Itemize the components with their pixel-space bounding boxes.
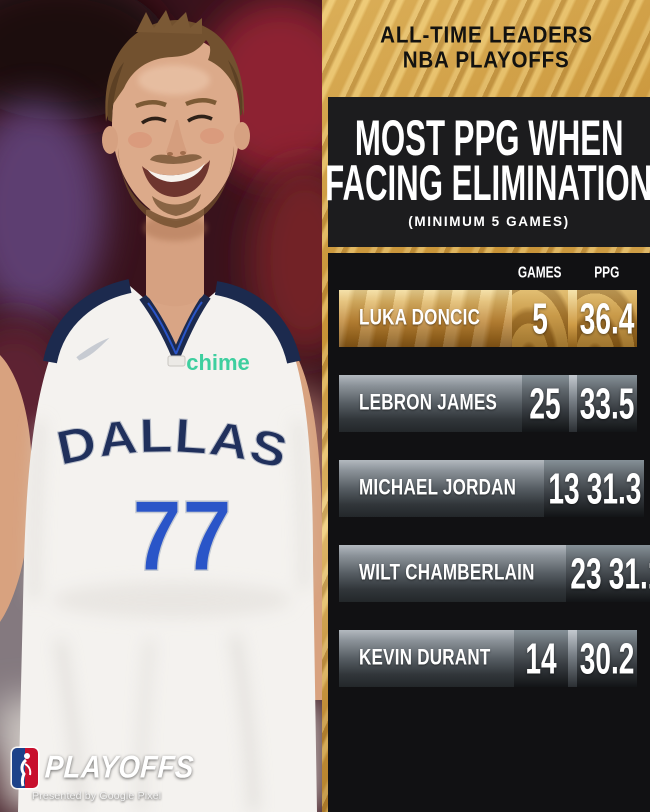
nose bbox=[166, 120, 187, 158]
hair bbox=[105, 10, 245, 122]
eyebrow-left bbox=[135, 100, 167, 109]
title-line1: MOST PPG WHEN bbox=[354, 111, 624, 167]
title-line2: FACING ELIMINATION bbox=[325, 156, 650, 212]
player-name-cell: LEBRON JAMES bbox=[339, 375, 522, 432]
ppg-value-cell: 36.4 bbox=[577, 290, 637, 347]
games-value-cell: 25 bbox=[521, 375, 570, 432]
player-name-cell: LUKA DONCIC bbox=[339, 290, 512, 347]
games-value: 13 bbox=[548, 463, 580, 513]
eyebrow-right bbox=[185, 98, 217, 107]
player-name: WILT CHAMBERLAIN bbox=[359, 560, 535, 586]
cell-divider bbox=[568, 290, 577, 347]
player-head bbox=[102, 10, 250, 307]
player-name: LUKA DONCIC bbox=[359, 305, 481, 331]
ppg-value-cell: 31.3 bbox=[584, 460, 644, 517]
eye-right bbox=[187, 114, 213, 123]
player-name: LEBRON JAMES bbox=[359, 390, 498, 416]
player-illustration: chime DALLAS 77 bbox=[0, 0, 322, 812]
games-value-cell: 13 bbox=[543, 460, 584, 517]
jersey-number: 77 bbox=[132, 480, 232, 592]
smile bbox=[142, 160, 210, 197]
stats-panel: ALL-TIME LEADERS NBA PLAYOFFS MOST PPG W… bbox=[322, 0, 650, 812]
nike-swoosh-icon bbox=[76, 337, 110, 361]
jersey-trim-left bbox=[43, 279, 132, 364]
panel-header: ALL-TIME LEADERS NBA PLAYOFFS bbox=[322, 0, 650, 97]
player-photo: chime DALLAS 77 bbox=[0, 0, 322, 812]
nba-logo-icon bbox=[12, 748, 38, 788]
jersey: chime DALLAS 77 bbox=[18, 279, 317, 812]
jersey-vneck bbox=[139, 293, 211, 367]
ppg-value-cell: 33.5 bbox=[577, 375, 637, 432]
playoffs-wordmark: PLAYOFFS bbox=[43, 750, 195, 785]
title-box: MOST PPG WHEN FACING ELIMINATION (MINIMU… bbox=[325, 97, 650, 247]
jersey-sponsor-label: chime bbox=[186, 350, 250, 375]
presented-by-label: Presented by Google Pixel bbox=[32, 790, 162, 802]
ppg-value-cell: 31.1 bbox=[605, 545, 650, 602]
games-value: 14 bbox=[525, 633, 557, 683]
jersey-team-name: DALLAS bbox=[52, 410, 293, 480]
ppg-value-cell: 30.2 bbox=[577, 630, 637, 687]
games-value-cell: 23 bbox=[565, 545, 606, 602]
ppg-value: 30.2 bbox=[579, 633, 635, 683]
player-name-cell: WILT CHAMBERLAIN bbox=[339, 545, 566, 602]
games-value-cell: 5 bbox=[512, 290, 568, 347]
games-value: 5 bbox=[532, 293, 548, 343]
eye-left bbox=[140, 116, 167, 125]
leaderboard-row: MICHAEL JORDAN 13 31.3 bbox=[339, 460, 644, 517]
player-name-cell: MICHAEL JORDAN bbox=[339, 460, 544, 517]
games-column-header: GAMES bbox=[518, 262, 562, 281]
ppg-value: 31.3 bbox=[586, 463, 642, 513]
leaderboard-row: LEBRON JAMES 25 33.5 bbox=[339, 375, 637, 432]
leaderboard-row: KEVIN DURANT 14 30.2 bbox=[339, 630, 637, 687]
ppg-value: 31.1 bbox=[608, 548, 650, 598]
forehead-shine bbox=[138, 65, 210, 95]
title-subtitle: (MINIMUM 5 GAMES) bbox=[408, 213, 570, 230]
cheek-left bbox=[128, 132, 152, 148]
player-name-cell: KEVIN DURANT bbox=[339, 630, 514, 687]
header-line2: NBA PLAYOFFS bbox=[402, 47, 570, 74]
ppg-value: 36.4 bbox=[579, 293, 635, 343]
leaderboard-row: LUKA DONCIC 5 36.4 bbox=[339, 290, 637, 347]
cell-divider bbox=[568, 630, 577, 687]
cell-divider bbox=[569, 375, 577, 432]
beard bbox=[118, 146, 234, 228]
ppg-column-header: PPG bbox=[594, 262, 620, 281]
header-line1: ALL-TIME LEADERS bbox=[379, 22, 593, 49]
leaderboard-rows: LUKA DONCIC 5 36.4 LEBRON JAMES 25 33.5 … bbox=[339, 290, 650, 687]
ear-left bbox=[102, 126, 118, 154]
games-value: 23 bbox=[570, 548, 602, 598]
footer-lockup: PLAYOFFS Presented by Google Pixel bbox=[12, 748, 207, 802]
games-value-cell: 14 bbox=[513, 630, 569, 687]
player-name: KEVIN DURANT bbox=[359, 645, 491, 671]
leaderboard-row: WILT CHAMBERLAIN 23 31.1 bbox=[339, 545, 650, 602]
ppg-value: 33.5 bbox=[579, 378, 635, 428]
player-name: MICHAEL JORDAN bbox=[359, 475, 517, 501]
ear-right bbox=[234, 122, 250, 150]
cheek-right bbox=[200, 128, 224, 144]
column-headers: GAMES PPG bbox=[339, 253, 637, 290]
leaderboard: GAMES PPG LUKA DONCIC 5 36.4 LEBRON JAME… bbox=[328, 253, 650, 812]
games-value: 25 bbox=[529, 378, 562, 428]
jersey-trim-right bbox=[214, 281, 301, 364]
jersey-folds bbox=[29, 419, 309, 812]
